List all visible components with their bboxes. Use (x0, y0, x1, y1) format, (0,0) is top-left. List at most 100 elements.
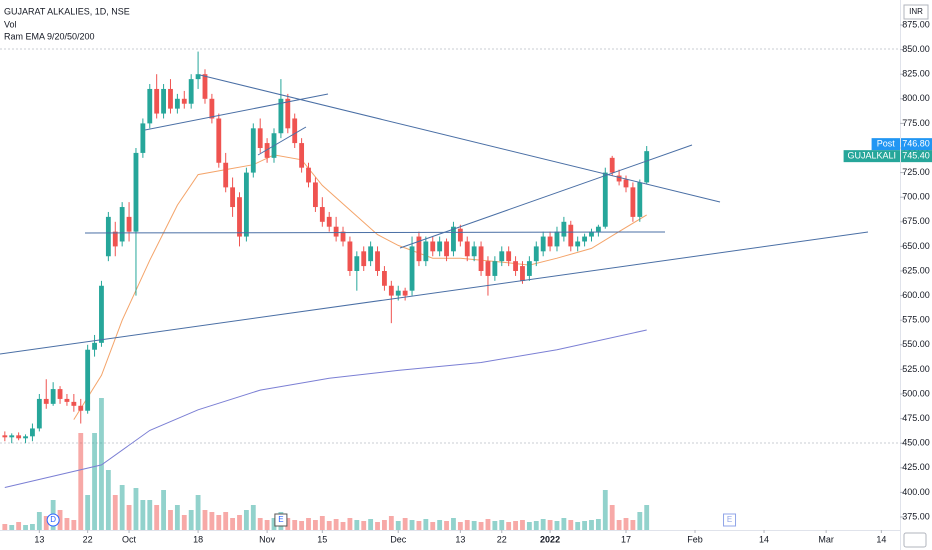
volume-bar (36, 512, 42, 530)
volume-bar (354, 520, 360, 530)
candle-body (243, 172, 249, 237)
volume-bar (464, 520, 470, 530)
candle-layer (2, 51, 650, 444)
event-marker-label[interactable]: E (278, 515, 283, 524)
candle-body (464, 241, 470, 257)
volume-bar (471, 521, 477, 530)
y-tick-label: 650.00 (902, 241, 930, 251)
candle-body (154, 88, 160, 114)
axes: 375.00 400.00 425.00 450.00 475.00 500.00 525.… (34, 19, 932, 544)
candle-body (78, 405, 84, 411)
x-tick-label: Nov (259, 534, 276, 544)
candle-body (230, 187, 236, 208)
volume-bar (161, 490, 166, 530)
candle-body (437, 241, 443, 252)
candle-body (361, 251, 367, 267)
volume-bar (230, 518, 236, 530)
volume-bar (568, 520, 574, 530)
volume-bar (2, 524, 8, 530)
candle-body (644, 151, 650, 183)
volume-bar (513, 521, 518, 530)
volume-bar (582, 521, 588, 530)
volume-bar (71, 520, 77, 530)
candle-body (223, 162, 229, 188)
y-tick-label: 500.00 (902, 388, 930, 398)
candle-body (278, 98, 284, 134)
volume-bar (119, 485, 125, 530)
volume-bar (299, 521, 305, 530)
y-tick-label: 525.00 (902, 364, 930, 374)
volume-bar (520, 520, 525, 530)
trendline[interactable] (84, 231, 666, 234)
volume-bar (237, 515, 242, 530)
volume-bar (361, 521, 367, 530)
volume-bar (85, 495, 91, 530)
y-tick-label: 625.00 (902, 265, 930, 275)
volume-bar (105, 470, 111, 530)
candle-body (105, 216, 111, 257)
candle-body (147, 88, 153, 124)
trendline[interactable] (0, 231, 869, 355)
y-tick-label: 400.00 (902, 487, 930, 497)
trendline[interactable] (199, 74, 721, 203)
x-tick-label: 15 (317, 534, 327, 544)
candle-body (71, 401, 77, 406)
volume-bar (409, 520, 415, 530)
event-marker-label[interactable]: E (727, 515, 732, 524)
candle-body (499, 251, 505, 262)
candle-body (99, 285, 104, 343)
y-tick-label: 575.00 (902, 315, 930, 325)
indicator-label[interactable]: Ram EMA 9/20/50/200 (4, 31, 95, 41)
price-tag-name-text: Post (877, 139, 896, 149)
x-tick-label: Oct (122, 534, 137, 544)
volume-bar (181, 515, 187, 530)
candle-body (402, 290, 408, 296)
trendline[interactable] (257, 126, 307, 156)
volume-bar (292, 520, 298, 530)
volume-bar (64, 518, 70, 530)
earnings-marker[interactable] (274, 513, 288, 527)
volume-bar (147, 500, 153, 530)
volume-bar (561, 518, 567, 530)
trendline[interactable] (144, 93, 329, 131)
volume-bar (575, 522, 581, 530)
x-tick-label: 22 (497, 534, 507, 544)
y-tick-label: 375.00 (902, 511, 930, 521)
volume-bar (630, 520, 636, 530)
candle-body (582, 236, 588, 242)
price-tag-name (843, 150, 900, 163)
candle-body (30, 428, 35, 437)
y-tick-label: 825.00 (902, 69, 930, 79)
trendline[interactable] (399, 144, 693, 249)
volume-bar (99, 398, 104, 530)
dividend-marker[interactable] (46, 513, 60, 527)
volume-bar (174, 505, 180, 530)
event-marker-label[interactable]: D (50, 515, 56, 524)
candle-body (409, 246, 415, 291)
earnings-marker[interactable] (723, 513, 737, 527)
currency[interactable]: INR (909, 7, 923, 16)
indicator-label[interactable]: Vol (4, 19, 17, 29)
volume-bar (388, 516, 394, 530)
x-tick-label: 2022 (540, 534, 560, 544)
x-tick-label: 17 (621, 534, 631, 544)
price-tag (901, 138, 932, 151)
candle-body (630, 187, 636, 217)
x-tick-label: 14 (876, 534, 886, 544)
volume-bar (264, 520, 270, 530)
volume-bar (92, 433, 97, 530)
candle-body (209, 98, 215, 119)
volume-bar (195, 495, 201, 530)
candle-body (595, 226, 601, 232)
y-tick-label: 850.00 (902, 44, 930, 54)
candle-body (388, 285, 394, 296)
settings-icon[interactable] (903, 532, 927, 548)
volume-bar (347, 518, 353, 530)
volume-bar (243, 510, 249, 530)
currency-box[interactable] (903, 4, 929, 20)
candle-body (285, 98, 291, 129)
y-tick-label: 600.00 (902, 290, 930, 300)
candle-body (430, 241, 436, 252)
candle-body (250, 128, 256, 173)
